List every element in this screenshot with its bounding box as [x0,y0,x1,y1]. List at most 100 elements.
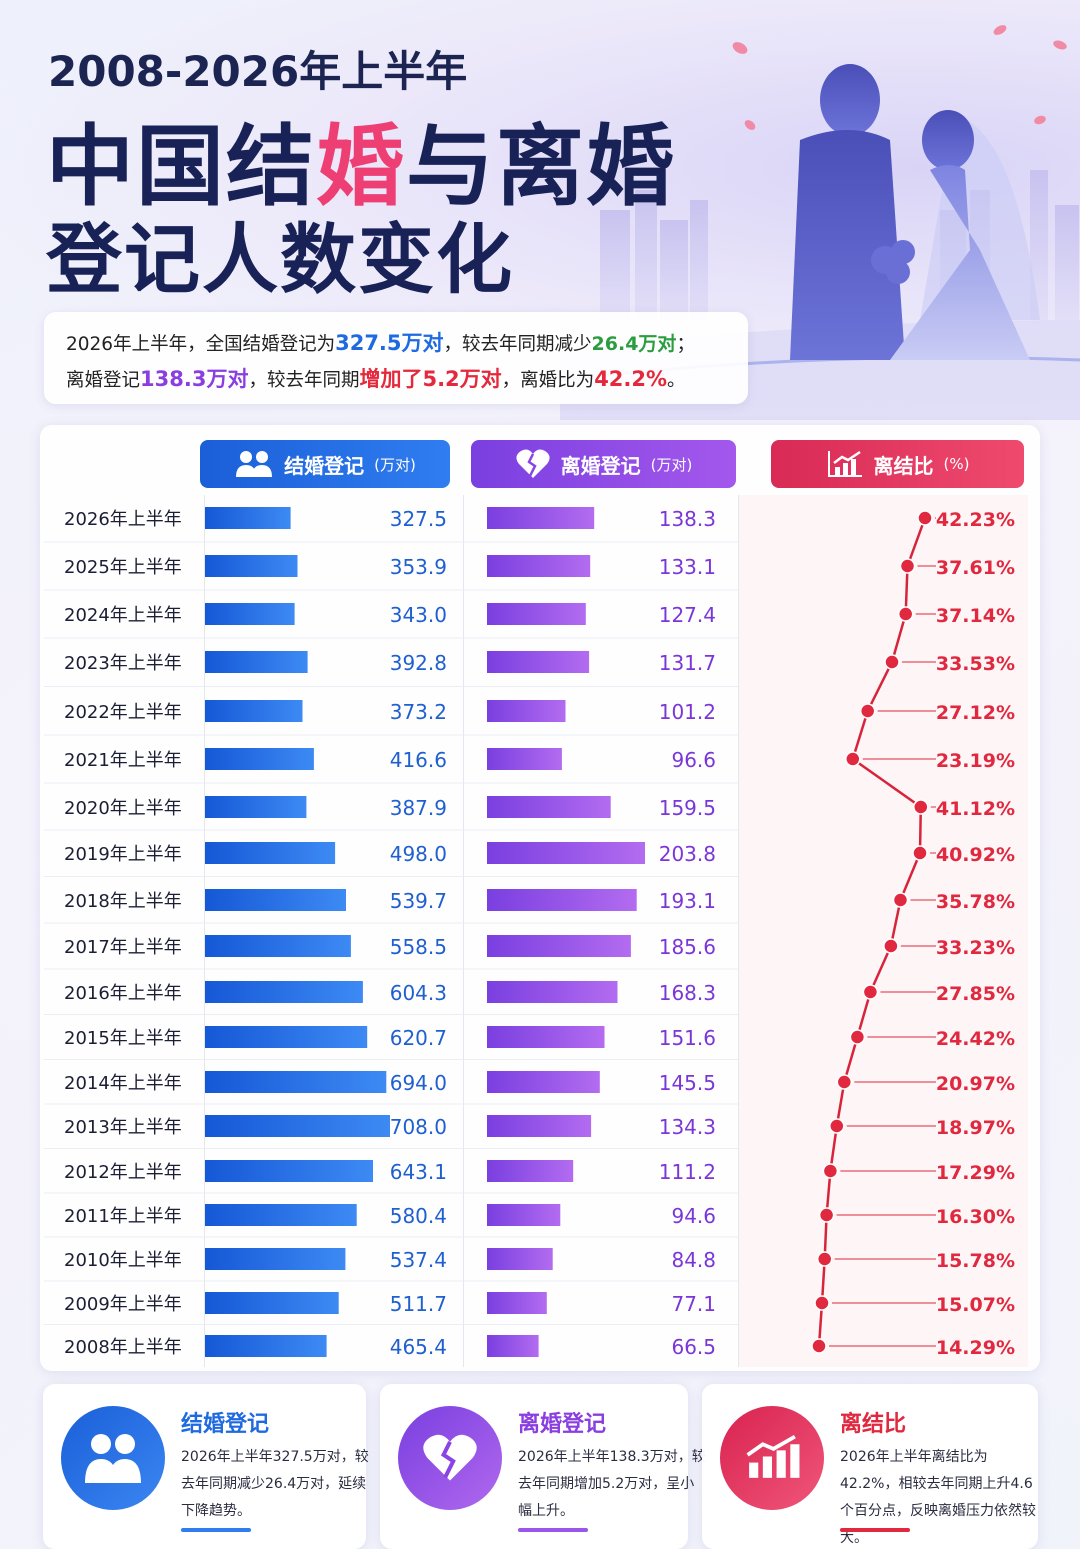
marriage-bar [205,651,308,673]
marriage-column-label: 结婚登记 [284,453,365,478]
marriage-value: 643.1 [390,1160,447,1184]
divorce-value: 101.2 [659,700,716,724]
divorce-column-header: 离婚登记 (万对) [471,440,736,488]
divorce-value: 203.8 [659,842,716,866]
summary-decrease-value: 26.4万对 [591,333,677,355]
couple-icon [236,451,273,477]
marriage-value: 387.9 [390,796,447,820]
year-label: 2019年上半年 [64,844,182,865]
marriage-bar [205,507,291,529]
year-label: 2016年上半年 [64,983,182,1004]
ratio-point [912,845,928,861]
ratio-point [811,1338,827,1354]
ratio-point [883,938,899,954]
marriage-value: 373.2 [390,700,447,724]
divorce-bar [487,507,595,529]
divorce-value: 77.1 [671,1292,716,1316]
ratio-value: 16.30% [936,1206,1015,1228]
year-label: 2008年上半年 [64,1337,182,1358]
marriage-bar [205,1026,368,1048]
title-main: 中国结婚与离婚 [46,96,676,223]
marriage-value: 498.0 [390,842,447,866]
ratio-value: 23.19% [936,750,1015,772]
year-label: 2024年上半年 [64,605,182,626]
year-label: 2025年上半年 [64,557,182,578]
ratio-point [862,984,879,1000]
year-label: 2023年上半年 [64,653,182,674]
marriage-value: 604.3 [390,981,447,1005]
ratio-column-label: 离结比 [873,453,934,478]
ratio-value: 33.23% [936,937,1015,959]
year-label: 2022年上半年 [64,702,182,723]
summary-line-2: 离婚登记138.3万对，较去年同期增加了5.2万对，离婚比为42.2%。 [66,362,726,398]
bouquet-icon [871,240,915,284]
bar-trend-icon [746,1434,800,1478]
marriage-column-unit: (万对) [374,455,416,474]
ratio-value: 15.78% [936,1250,1015,1272]
divorce-bar [487,748,562,770]
ratio-value: 27.12% [936,702,1015,724]
marriage-bar [205,748,314,770]
marriage-card-icon-circle [61,1406,165,1510]
ratio-point [845,751,861,767]
divorce-bar [487,1160,574,1182]
couple-icon [85,1434,141,1483]
divorce-value: 185.6 [659,935,716,959]
marriage-value: 580.4 [390,1204,447,1228]
divorce-bar [487,700,566,722]
summary-ratio-value: 42.2% [594,367,668,391]
marriage-bar [205,1071,387,1093]
divorce-value: 134.3 [659,1115,716,1139]
divorce-value: 193.1 [659,889,716,913]
divorce-value: 127.4 [659,603,716,627]
petal-icons [732,25,1067,130]
year-label: 2018年上半年 [64,891,182,912]
divorce-value: 96.6 [671,748,716,772]
marriage-value: 558.5 [390,935,447,959]
summary-line-1: 2026年上半年，全国结婚登记为327.5万对，较去年同期减少26.4万对； [66,326,726,362]
marriage-value: 708.0 [390,1115,447,1139]
bride-silhouette [890,110,1040,360]
divorce-value: 138.3 [659,507,716,531]
ratio-point [818,1207,835,1223]
divorce-value: 159.5 [659,796,716,820]
divorce-bar [487,935,631,957]
column-divider [204,495,205,1367]
year-label: 2015年上半年 [64,1028,182,1049]
marriage-bar [205,555,298,577]
divorce-bar [487,1026,605,1048]
ratio-point [899,558,916,574]
ratio-card-text: 2026年上半年离结比为42.2%，相较去年同期上升4.6个百分点，反映离婚压力… [840,1449,1036,1546]
divorce-value: 145.5 [659,1071,716,1095]
year-label: 2009年上半年 [64,1294,182,1315]
marriage-bar [205,1160,373,1182]
year-label: 2011年上半年 [64,1206,182,1227]
divorce-value: 111.2 [659,1160,716,1184]
marriage-bar [205,1115,390,1137]
summary-text: 离婚登记 [66,370,141,391]
title-period: 2008-2026年上半年 [48,47,468,96]
ratio-value: 18.97% [936,1117,1015,1139]
marriage-bar [205,1248,346,1270]
marriage-bar [205,700,303,722]
ratio-column-background [738,495,1028,1367]
bar-trend-icon [827,450,862,477]
marriage-bar [205,1292,339,1314]
divorce-bar [487,603,586,625]
marriage-card-underline [181,1528,251,1532]
ratio-point [892,892,909,908]
broken-heart-icon [516,449,550,478]
ratio-point [917,510,933,526]
ratio-point [822,1163,839,1179]
ratio-point [849,1029,866,1045]
marriage-bar [205,889,346,911]
ratio-value: 14.29% [936,1337,1015,1359]
broken-heart-icon [423,1434,477,1481]
ratio-point [859,703,876,719]
marriage-bar [205,935,351,957]
summary-cards: 结婚登记 2026年上半年327.5万对，较去年同期减少26.4万对，延续下降趋… [40,1384,1040,1549]
ratio-card-icon-circle [720,1406,824,1510]
year-label: 2013年上半年 [64,1117,182,1138]
ratio-value: 40.92% [936,844,1015,866]
